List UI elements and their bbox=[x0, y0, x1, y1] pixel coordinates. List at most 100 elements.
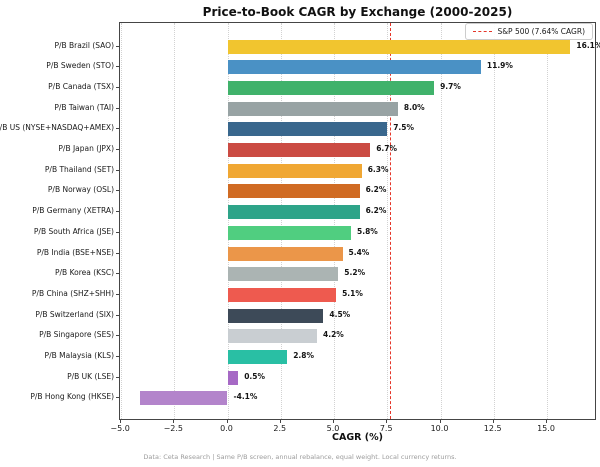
legend-label: S&P 500 (7.64% CAGR) bbox=[497, 27, 585, 36]
gridline bbox=[387, 23, 389, 419]
x-axis-tick bbox=[386, 420, 388, 423]
gridline bbox=[547, 23, 548, 419]
gridline bbox=[440, 23, 442, 419]
y-axis-tick bbox=[116, 190, 119, 192]
x-axis-title: CAGR (%) bbox=[332, 432, 383, 443]
x-axis-tick bbox=[279, 420, 281, 423]
y-axis-label: P/B UK (LSE) bbox=[67, 371, 114, 381]
y-axis-label: P/B China (SHZ+SHH) bbox=[31, 288, 114, 298]
bar bbox=[227, 39, 571, 54]
bar bbox=[227, 350, 288, 364]
bar-value-label: 5.2% bbox=[344, 268, 366, 278]
plot-area bbox=[119, 22, 596, 420]
bar bbox=[227, 205, 360, 220]
bar-value-label: 4.5% bbox=[329, 309, 351, 319]
bar bbox=[227, 308, 324, 323]
y-axis-label: P/B Hong Kong (HKSE) bbox=[30, 392, 114, 402]
y-axis-tick bbox=[116, 335, 119, 337]
x-axis-tick-label: −5.0 bbox=[110, 424, 130, 433]
x-axis-tick bbox=[173, 420, 175, 423]
bar bbox=[227, 184, 360, 199]
gridline bbox=[174, 23, 176, 419]
bar-value-label: 9.7% bbox=[440, 81, 461, 91]
gridline bbox=[121, 23, 123, 419]
y-axis-label: P/B Switzerland (SIX) bbox=[35, 309, 114, 319]
gridline bbox=[334, 23, 335, 419]
x-axis-tick-label: 0.0 bbox=[220, 424, 233, 433]
y-axis-label: P/B South Africa (JSE) bbox=[33, 226, 114, 236]
y-axis-tick bbox=[116, 273, 119, 275]
footnote: Data: Ceta Research | Same P/B screen, a… bbox=[143, 453, 457, 461]
y-axis-tick bbox=[116, 252, 119, 254]
y-axis-label: P/B Taiwan (TAI) bbox=[54, 102, 114, 112]
bar-value-label: 5.4% bbox=[348, 247, 370, 257]
y-axis-tick bbox=[116, 86, 119, 88]
x-axis-tick-label: 12.5 bbox=[483, 424, 502, 433]
bar bbox=[227, 246, 343, 261]
bar-value-label: 5.8% bbox=[357, 226, 378, 236]
bar-value-label: 4.2% bbox=[323, 330, 344, 340]
chart-title: Price-to-Book CAGR by Exchange (2000-202… bbox=[202, 5, 513, 19]
y-axis-label: P/B Brazil (SAO) bbox=[54, 40, 114, 50]
bar bbox=[227, 80, 435, 95]
bar-value-label: 6.2% bbox=[365, 185, 387, 195]
x-axis-tick bbox=[439, 420, 441, 423]
x-axis-tick-label: 10.0 bbox=[430, 424, 449, 433]
y-axis-label: P/B Thailand (SET) bbox=[44, 164, 114, 174]
x-axis-tick-label: 15.0 bbox=[537, 424, 555, 433]
bar-value-label: -4.1% bbox=[233, 392, 258, 402]
bar-value-label: 6.3% bbox=[367, 164, 389, 174]
bar bbox=[227, 101, 398, 116]
bar bbox=[227, 225, 351, 240]
y-axis-label: P/B Germany (XETRA) bbox=[32, 206, 114, 216]
y-axis-label: P/B India (BSE+NSE) bbox=[36, 247, 114, 257]
x-axis-tick bbox=[492, 420, 494, 423]
bar bbox=[227, 143, 371, 157]
y-axis-label: P/B Malaysia (KLS) bbox=[44, 351, 114, 360]
y-axis-tick bbox=[116, 356, 119, 357]
y-axis-tick bbox=[116, 45, 119, 47]
x-axis-tick-label: 5.0 bbox=[326, 424, 340, 433]
bar-value-label: 6.2% bbox=[365, 206, 387, 216]
reference-line-legend-swatch bbox=[473, 31, 493, 32]
y-axis-tick bbox=[116, 149, 119, 150]
gridline bbox=[280, 23, 282, 419]
x-axis-tick bbox=[333, 420, 334, 423]
x-axis-tick bbox=[546, 420, 547, 423]
y-axis-tick bbox=[116, 169, 119, 171]
gridline bbox=[493, 23, 495, 419]
y-axis-label: P/B Korea (KSC) bbox=[55, 268, 114, 278]
y-axis-label: P/B Japan (JPX) bbox=[58, 144, 114, 153]
bar bbox=[227, 267, 339, 282]
y-axis-tick bbox=[116, 293, 119, 295]
bar bbox=[227, 163, 362, 178]
y-axis-tick bbox=[116, 376, 119, 378]
x-axis-tick-label: 2.5 bbox=[273, 424, 287, 433]
bar-value-label: 0.5% bbox=[244, 371, 265, 381]
y-axis-label: P/B US (NYSE+NASDAQ+AMEX) bbox=[0, 123, 114, 133]
bar-value-label: 7.5% bbox=[393, 123, 414, 133]
y-axis-label: P/B Singapore (SES) bbox=[39, 330, 114, 340]
x-axis-tick bbox=[120, 420, 122, 423]
bar bbox=[227, 329, 317, 344]
y-axis-tick bbox=[116, 397, 119, 399]
bar-value-label: 16.1% bbox=[576, 40, 600, 50]
bar-value-label: 6.7% bbox=[376, 144, 397, 153]
bar-value-label: 5.1% bbox=[342, 288, 363, 298]
bar-value-label: 11.9% bbox=[486, 61, 513, 71]
y-axis-tick bbox=[116, 128, 119, 130]
bar-value-label: 8.0% bbox=[403, 102, 425, 112]
y-axis-tick bbox=[116, 231, 119, 233]
y-axis-tick bbox=[116, 66, 119, 68]
x-axis-tick-label: 7.5 bbox=[379, 424, 393, 433]
y-axis-tick bbox=[116, 107, 119, 109]
y-axis-tick bbox=[116, 211, 119, 213]
bar bbox=[227, 122, 388, 137]
bar bbox=[227, 60, 481, 75]
y-axis-label: P/B Canada (TSX) bbox=[48, 81, 114, 91]
x-axis-tick-label: −2.5 bbox=[163, 424, 184, 433]
y-axis-label: P/B Norway (OSL) bbox=[47, 185, 114, 195]
sp500-reference-line bbox=[390, 23, 392, 419]
bar bbox=[227, 287, 337, 302]
bar bbox=[140, 391, 228, 406]
